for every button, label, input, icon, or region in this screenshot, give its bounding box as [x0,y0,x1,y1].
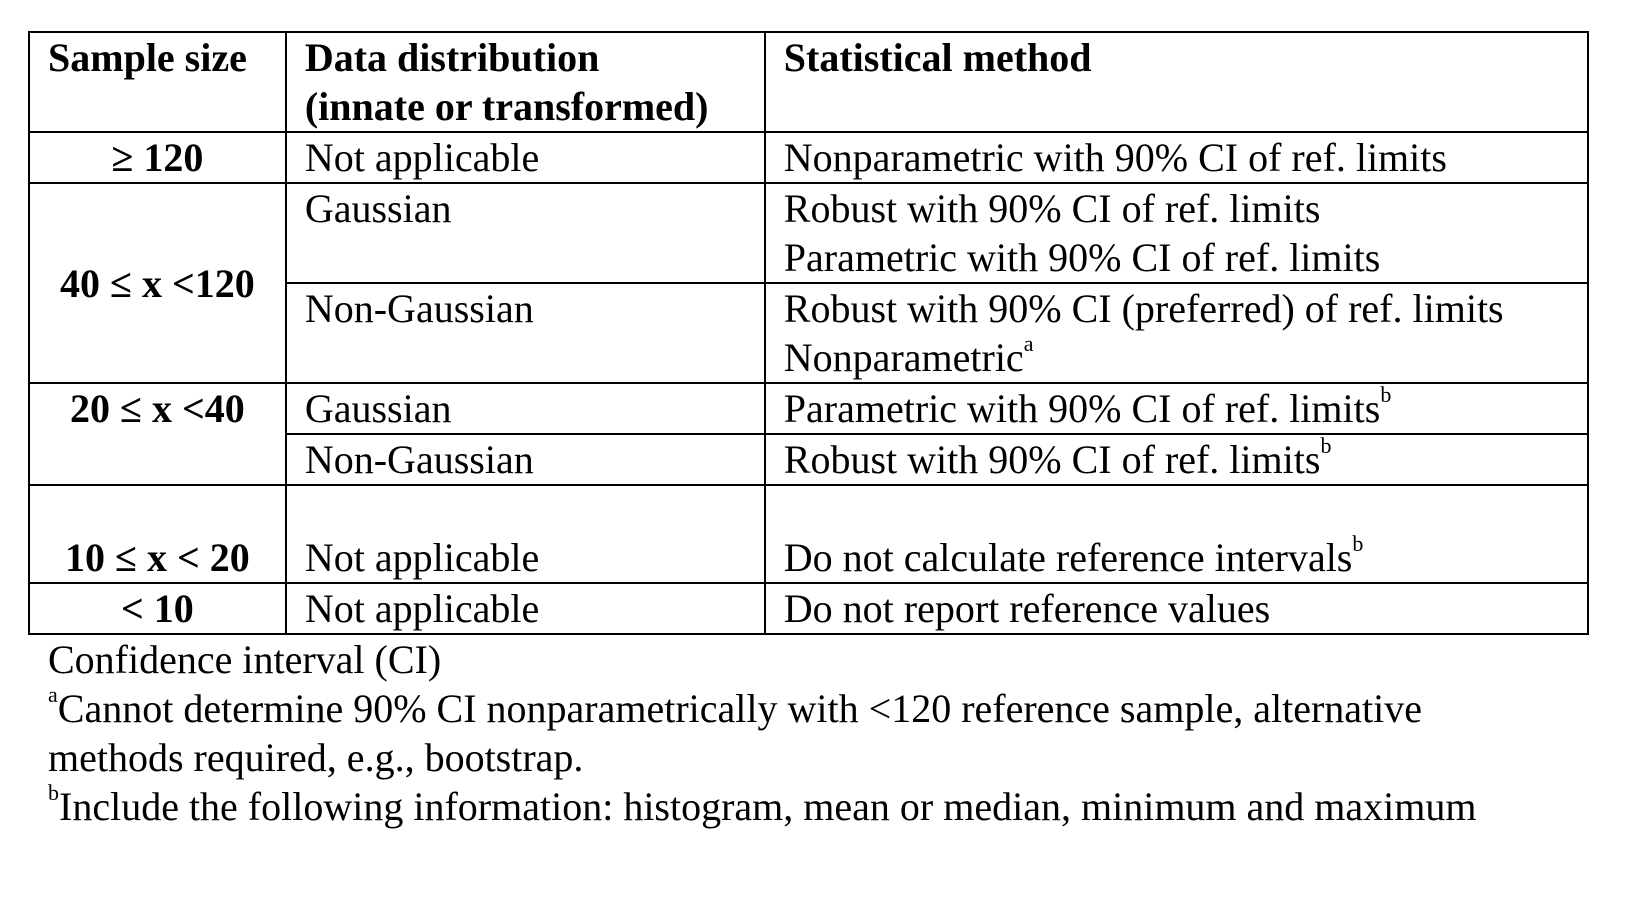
table-row: 10 ≤ x < 20 Not applicable Do not calcul… [28,484,1590,584]
method-cell: Robust with 90% CI of ref. limits Parame… [763,182,1590,284]
distribution-cell: Not applicable [284,582,766,635]
footnote-a-line2: methods required, e.g., bootstrap. [48,735,584,780]
method-line: Do not report reference values [783,586,1271,631]
distribution-cell: Gaussian [284,182,766,284]
table-row: 20 ≤ x <40 Gaussian Parametric with 90% … [28,381,1590,486]
method-line: Robust with 90% CI of ref. limits [783,186,1321,231]
sample-size-cell: 40 ≤ x <120 [28,182,287,384]
footnote-marker: b [1320,432,1332,458]
table-footnotes: Confidence interval (CI) aCannot determi… [28,635,1588,831]
footnote-marker: b [1352,530,1364,556]
footnote-b: bInclude the following information: hist… [48,779,1477,829]
header-row: Sample size Data distribution (innate or… [28,31,1590,133]
header-statistical-method: Statistical method [763,31,1590,133]
table-row: < 10 Not applicable Do not report refere… [28,582,1590,635]
table-row: ≥ 120 Not applicable Nonparametric with … [28,131,1590,184]
method-line: Parametric with 90% CI of ref. limits [783,235,1381,280]
header-data-distribution: Data distribution (innate or transformed… [284,31,766,133]
sample-size-cell: ≥ 120 [28,131,287,184]
method-line: Nonparametric with 90% CI of ref. limits [783,135,1447,180]
method-cell: Do not calculate reference intervalsb [763,484,1590,584]
table-row: Non-Gaussian Robust with 90% CI of ref. … [29,432,1590,486]
sample-size-cell: 20 ≤ x <40 [28,382,287,486]
method-cell: Parametric with 90% CI of ref. limitsb [763,381,1590,435]
method-line-with-note: Robust with 90% CI of ref. limitsb [783,432,1332,482]
table-row: Non-Gaussian Robust with 90% CI (preferr… [29,282,1590,384]
distribution-cell: Non-Gaussian [284,282,766,384]
method-line-with-note: Nonparametrica [783,330,1034,380]
header-sample-size: Sample size [28,31,287,133]
distribution-cell: Non-Gaussian [284,433,766,486]
method-cell: Robust with 90% CI of ref. limitsb [763,432,1590,486]
header-distribution-line2: (innate or transformed) [304,84,709,129]
statistical-method-table: Sample size Data distribution (innate or… [28,31,1590,635]
sample-size-cell: < 10 [28,582,287,635]
reference-method-document: Sample size Data distribution (innate or… [28,31,1590,831]
method-line-with-note: Do not calculate reference intervalsb [783,530,1364,580]
distribution-cell: Not applicable [284,131,766,184]
footnote-b-marker: b [48,779,59,805]
footnote-a-marker: a [48,681,58,707]
table-row: 40 ≤ x <120 Gaussian Robust with 90% CI … [28,182,1590,384]
method-cell: Nonparametric with 90% CI of ref. limits [763,131,1590,184]
method-line-with-note: Parametric with 90% CI of ref. limitsb [783,381,1392,431]
footnote-ci: Confidence interval (CI) [48,637,442,682]
method-line: Robust with 90% CI (preferred) of ref. l… [783,286,1504,331]
sample-size-cell: 10 ≤ x < 20 [28,484,287,584]
distribution-cell: Not applicable [284,484,766,584]
distribution-cell: Gaussian [284,382,766,435]
method-cell: Do not report reference values [763,582,1590,635]
method-cell: Robust with 90% CI (preferred) of ref. l… [763,282,1590,384]
footnote-a-line1: aCannot determine 90% CI nonparametrical… [48,681,1423,731]
footnote-marker: b [1380,381,1392,407]
footnote-marker: a [1023,330,1034,356]
header-distribution-line1: Data distribution [304,35,600,80]
